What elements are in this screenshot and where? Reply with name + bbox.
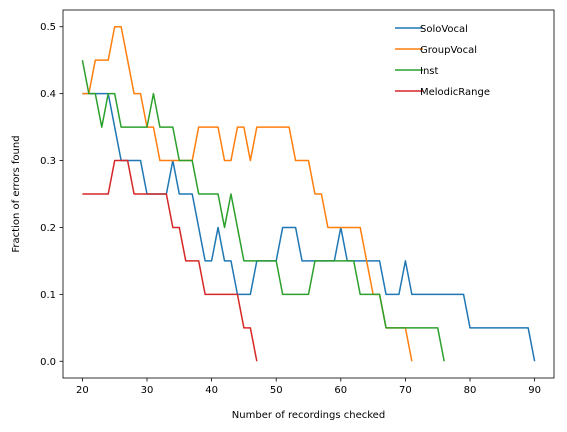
- x-tick-label: 50: [270, 385, 283, 396]
- legend-label-groupvocal: GroupVocal: [420, 45, 477, 56]
- x-tick-label: 30: [141, 385, 154, 396]
- series-line-inst: [81, 60, 445, 362]
- y-axis-label: Fraction of errors found: [11, 135, 22, 252]
- legend-label-inst: Inst: [420, 66, 438, 77]
- x-axis-ticks: 20 30 40 50 60 70 80 90: [76, 378, 541, 396]
- series-layer: [81, 25, 536, 362]
- plot-frame: [62, 9, 555, 379]
- y-tick-label: 0.3: [40, 156, 56, 167]
- x-axis-label: Number of recordings checked: [232, 410, 385, 421]
- x-tick-label: 20: [76, 385, 89, 396]
- y-tick-label: 0.0: [40, 357, 56, 368]
- x-tick-label: 70: [399, 385, 412, 396]
- y-tick-label: 0.2: [40, 223, 56, 234]
- x-tick-label: 80: [464, 385, 477, 396]
- legend-label-melodicrange: MelodicRange: [420, 87, 490, 98]
- x-tick-label: 60: [334, 385, 347, 396]
- y-tick-label: 0.5: [40, 22, 56, 33]
- plot-area: [62, 9, 555, 379]
- y-axis-ticks: 0.0 0.1 0.2 0.3 0.4 0.5: [40, 22, 63, 368]
- y-tick-label: 0.4: [40, 89, 56, 100]
- series-line-melodicrange: [82, 159, 258, 362]
- x-tick-label: 40: [205, 385, 218, 396]
- legend: SoloVocal GroupVocal Inst MelodicRange: [395, 24, 490, 98]
- legend-label-solovocal: SoloVocal: [420, 24, 468, 35]
- x-tick-label: 90: [528, 385, 541, 396]
- y-tick-label: 0.1: [40, 290, 56, 301]
- series-line-solovocal: [82, 92, 536, 362]
- series-line-groupvocal: [82, 25, 413, 362]
